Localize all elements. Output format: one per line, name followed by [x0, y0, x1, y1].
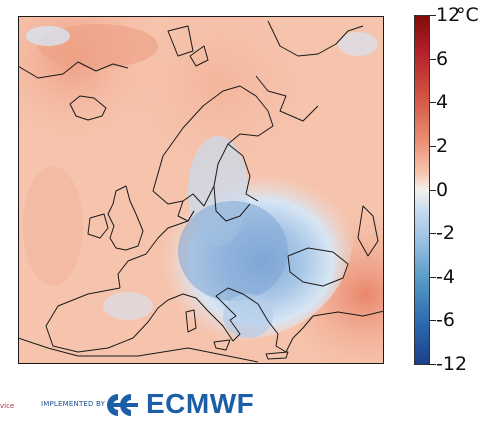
novaya-zemlya-coastline: [267, 20, 364, 57]
implemented-by-text: IMPLEMENTED BY: [41, 400, 106, 408]
svalbard-coastline: [167, 25, 209, 67]
colorbar-tick: [430, 190, 436, 191]
map-frame: [18, 16, 384, 364]
cool-arctic-field: [338, 32, 378, 56]
cool-greenland-field: [26, 26, 70, 46]
warm-atlantic-west-field: [23, 166, 83, 286]
colorbar-tick-label-minus-6: -6: [436, 309, 455, 331]
colorbar-tick-label-minus-4: -4: [436, 266, 455, 288]
black-sea-coastline: [287, 247, 349, 287]
colorbar-tick: [430, 320, 436, 321]
colorbar-tick: [430, 364, 436, 365]
coastlines: [18, 20, 384, 363]
colorbar-tick: [430, 59, 436, 60]
colorbar-tick: [430, 277, 436, 278]
anatolia-coastline: [312, 310, 384, 317]
colorbar-tick-label-4: 4: [436, 91, 449, 113]
ecmwf-logo-icon: [107, 394, 138, 416]
cool-core-field: [178, 201, 288, 301]
colorbar-tick-label-minus-2: -2: [436, 222, 455, 244]
colorbar-tick: [430, 146, 436, 147]
arctic-coastline: [18, 61, 129, 79]
italy-coastline: [167, 287, 244, 342]
great-britain-coastline: [107, 185, 144, 251]
colorbar-tick-label-minus-12: -12: [436, 353, 468, 375]
colorbar-tick-label-2: 2: [436, 135, 449, 157]
iceland-coastline: [69, 95, 107, 121]
colorbar: [414, 15, 430, 365]
temperature-anomaly-map: [18, 16, 384, 364]
crete-coastline: [265, 351, 289, 360]
balkans-coastline: [242, 293, 314, 353]
sicily-coastline: [213, 339, 231, 351]
colorbar-tick: [430, 233, 436, 234]
caspian-coastline: [357, 205, 379, 257]
ecmwf-logo-text: ECMWF: [146, 388, 255, 419]
baltic-coastline: [213, 185, 251, 222]
colorbar-tick-label-12: 12: [436, 4, 461, 26]
ireland-coastline: [87, 213, 109, 239]
colorbar-tick-label-6: 6: [436, 48, 449, 70]
footer-left-text: vice: [0, 402, 15, 410]
barents-coastline: [255, 75, 319, 122]
north-africa-coastline: [18, 337, 259, 363]
iberia-coastline: [45, 287, 169, 353]
cool-iberia-field: [103, 292, 153, 320]
colorbar-tick: [430, 102, 436, 103]
europe-map: [18, 16, 384, 364]
colorbar-tick: [430, 15, 436, 16]
scandinavia-coastline: [152, 85, 274, 207]
colorbar-tick-label-0: 0: [436, 179, 449, 201]
finland-coastline: [227, 143, 259, 202]
continental-west-coastline: [117, 210, 195, 289]
sardinia-coastline: [185, 309, 197, 333]
colorbar-unit-label: °C: [456, 4, 479, 26]
